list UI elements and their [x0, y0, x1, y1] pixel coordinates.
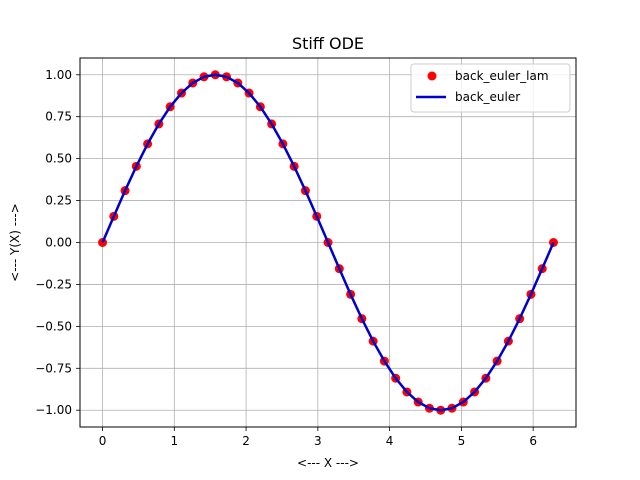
legend-label-back-euler: back_euler: [455, 90, 520, 104]
y-tick-label: 1.00: [45, 68, 72, 82]
y-tick-label: −0.75: [35, 361, 72, 375]
x-tick-label: 5: [458, 434, 466, 448]
series-layer: [98, 70, 558, 415]
chart-title: Stiff ODE: [292, 34, 364, 53]
x-tick-label: 6: [529, 434, 537, 448]
y-tick-label: −1.00: [35, 403, 72, 417]
legend-label-back-euler-lam: back_euler_lam: [455, 69, 549, 83]
x-tick-label: 1: [170, 434, 178, 448]
x-tick-label: 3: [314, 434, 322, 448]
y-axis-label: <--- Y(X) --->: [8, 203, 22, 282]
y-tick-label: 0.75: [45, 110, 72, 124]
y-tick-label: 0.00: [45, 236, 72, 250]
y-tick-label: 0.50: [45, 152, 72, 166]
y-tick-label: −0.25: [35, 277, 72, 291]
y-tick-label: −0.50: [35, 319, 72, 333]
grid: [80, 58, 576, 427]
legend-box: [410, 63, 571, 113]
x-tick-label: 0: [99, 434, 107, 448]
ticks: 0 1 2 3 4 5 6 −1.00 −0.75 −0.50 −0.25 0.00 0.25 0.50 0…: [35, 68, 537, 448]
legend: back_euler_lam back_euler: [410, 63, 571, 113]
x-tick-label: 2: [242, 434, 250, 448]
line-back-euler: [101, 73, 555, 412]
y-tick-label: 0.25: [45, 194, 72, 208]
x-tick-label: 4: [386, 434, 394, 448]
legend-marker-back-euler-lam: [427, 71, 437, 81]
x-axis-label: <--- X --->: [297, 456, 359, 470]
